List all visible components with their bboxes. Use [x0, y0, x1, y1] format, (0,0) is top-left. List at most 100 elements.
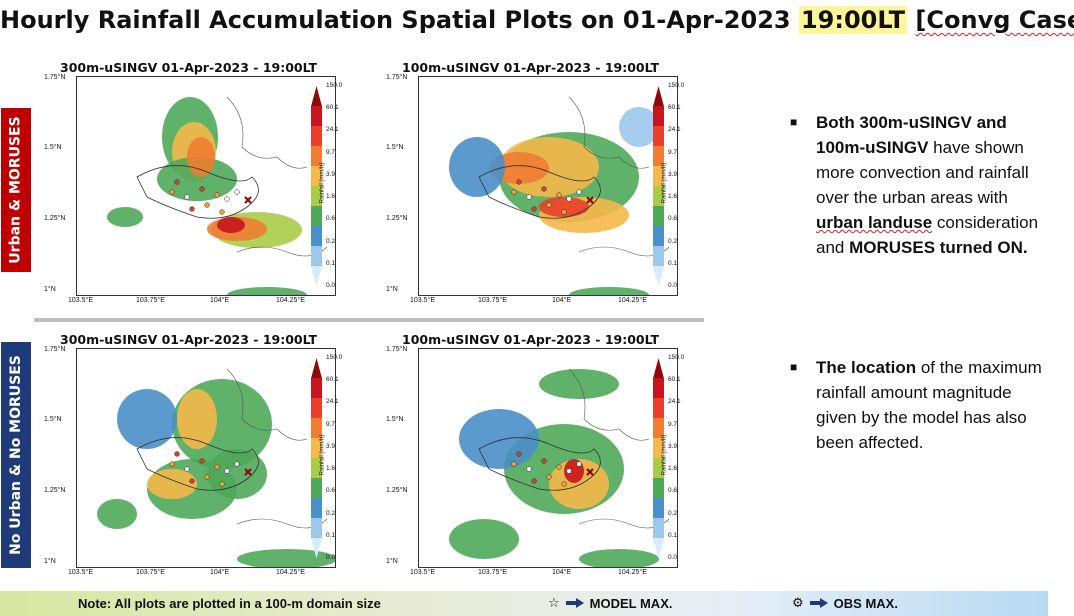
lat-tick-label: 1.5°N: [44, 144, 62, 151]
colorbar-level-label: 9.7: [326, 148, 336, 156]
colorbar-level-label: 0.6: [326, 487, 336, 495]
lon-tick-label: 103.5°E: [68, 569, 93, 576]
colorbar-segment: [653, 458, 664, 479]
lon-tick-label: 104°E: [552, 297, 572, 304]
colorbar-level-label: 60.1: [326, 376, 339, 384]
colorbar-segment: [311, 478, 322, 499]
model-max-label: MODEL MAX.: [589, 595, 673, 611]
rainfall-map: [418, 76, 678, 296]
title-case: [Convg Case]: [915, 6, 1074, 34]
bullet-text-part: have shown more convection and rainfall …: [816, 138, 1029, 207]
colorbar-level-label: 1.6: [668, 465, 678, 473]
colorbar-level-label: 9.7: [326, 420, 336, 428]
lat-tick-label: 1°N: [44, 286, 56, 293]
rainfall-map: [76, 76, 336, 296]
colorbar-segment: [311, 438, 322, 459]
bullet-square-icon: ■: [790, 115, 798, 129]
footer-bar: Note: All plots are plotted in a 100-m d…: [0, 591, 1048, 616]
colorbar-level-label: 1.6: [326, 193, 336, 201]
colorbar-segment: [311, 186, 322, 207]
colorbar-segment: [653, 146, 664, 167]
colorbar-segment: [653, 418, 664, 439]
lon-tick-label: 104°E: [552, 569, 572, 576]
title-time: 19:00LT: [798, 6, 908, 34]
colorbar-segment: [311, 226, 322, 247]
colorbar-segment: [653, 378, 664, 399]
bullet-square-icon: ■: [790, 360, 798, 374]
model-max-legend: ☆ MODEL MAX.: [548, 595, 672, 611]
colorbar-segment: [311, 206, 322, 227]
lat-tick-label: 1.25°N: [44, 215, 66, 222]
row-label-no-urban: No Urban & No MORUSES: [1, 342, 31, 568]
colorbar-segment: [653, 126, 664, 147]
lat-tick-label: 1°N: [386, 286, 398, 293]
colorbar-segment: [311, 538, 322, 559]
colorbar-level-label: 24.1: [668, 126, 681, 134]
colorbar-level-label: 150.0: [668, 354, 685, 361]
rainfall-colorbar: [653, 86, 664, 287]
lat-tick-label: 1.25°N: [44, 487, 66, 494]
colorbar-level-label: 3.9: [668, 170, 678, 178]
lon-tick-label: 103.5°E: [410, 297, 435, 304]
title-prefix: Hourly Rainfall Accumulation Spatial Plo…: [0, 6, 799, 34]
colorbar-segment: [653, 538, 664, 559]
lat-tick-label: 1°N: [386, 558, 398, 565]
colorbar-segment: [311, 458, 322, 479]
colorbar-level-label: 9.7: [668, 148, 678, 156]
colorbar-level-label: 0.2: [326, 237, 336, 245]
colorbar-segment: [653, 166, 664, 187]
colorbar-level-label: 0.1: [326, 259, 336, 267]
colorbar-segment: [311, 378, 322, 399]
colorbar-segment: [311, 398, 322, 419]
slide-title: Hourly Rainfall Accumulation Spatial Plo…: [0, 0, 1074, 44]
lat-tick-label: 1.5°N: [386, 416, 404, 423]
lon-tick-label: 104.25°E: [618, 297, 647, 304]
colorbar-level-label: 0.2: [668, 237, 678, 245]
colorbar-segment: [311, 518, 322, 539]
lat-tick-label: 1.75°N: [386, 346, 408, 353]
obs-max-legend: ⚙ OBS MAX.: [792, 595, 898, 611]
lon-tick-label: 103.5°E: [410, 569, 435, 576]
colorbar-level-label: 0.2: [668, 509, 678, 517]
colorbar-level-label: 3.9: [326, 170, 336, 178]
row-label-urban: Urban & MORUSES: [1, 108, 31, 272]
lat-tick-label: 1.25°N: [386, 215, 408, 222]
rainfall-colorbar: [311, 86, 322, 287]
lon-tick-label: 103.75°E: [478, 569, 507, 576]
lon-tick-label: 104.25°E: [276, 297, 305, 304]
colorbar-segment: [653, 518, 664, 539]
colorbar-segment: [311, 166, 322, 187]
colorbar-level-label: 24.1: [668, 398, 681, 406]
rainfall-map: [418, 348, 678, 568]
colorbar-segment: [311, 106, 322, 127]
colorbar-level-label: 9.7: [668, 420, 678, 428]
bullet-text-part: MORUSES turned ON.: [849, 238, 1028, 257]
colorbar-level-label: 0.6: [326, 215, 336, 223]
colorbar-level-label: 0.1: [668, 259, 678, 267]
colorbar-level-label: 24.1: [326, 398, 339, 406]
obs-max-label: OBS MAX.: [833, 595, 898, 611]
colorbar-segment: [311, 358, 322, 379]
lat-tick-label: 1.25°N: [386, 487, 408, 494]
colorbar-level-label: 150.0: [326, 354, 343, 361]
rainfall-colorbar: [311, 358, 322, 559]
colorbar-segment: [653, 398, 664, 419]
colorbar-segment: [653, 226, 664, 247]
colorbar-level-label: 150.0: [326, 82, 343, 89]
colorbar-level-label: 0.2: [326, 509, 336, 517]
lat-tick-label: 1.5°N: [44, 416, 62, 423]
colorbar-level-label: 0.1: [668, 531, 678, 539]
colorbar-level-label: 3.9: [326, 442, 336, 450]
colorbar-segment: [311, 418, 322, 439]
bullet-1-text: Both 300m-uSINGV and 100m-uSINGV have sh…: [816, 110, 1046, 260]
lon-tick-label: 103.5°E: [68, 297, 93, 304]
bullet-text-part: of the maximum rainfall amount magnitude…: [816, 358, 1042, 452]
panel-title: 300m-uSINGV 01-Apr-2023 - 19:00LT: [60, 60, 318, 75]
colorbar-segment: [653, 206, 664, 227]
colorbar-segment: [311, 86, 322, 107]
colorbar-level-label: 1.6: [326, 465, 336, 473]
colorbar-level-label: 60.1: [668, 104, 681, 112]
colorbar-level-label: 24.1: [326, 126, 339, 134]
colorbar-segment: [653, 106, 664, 127]
colorbar-segment: [311, 498, 322, 519]
